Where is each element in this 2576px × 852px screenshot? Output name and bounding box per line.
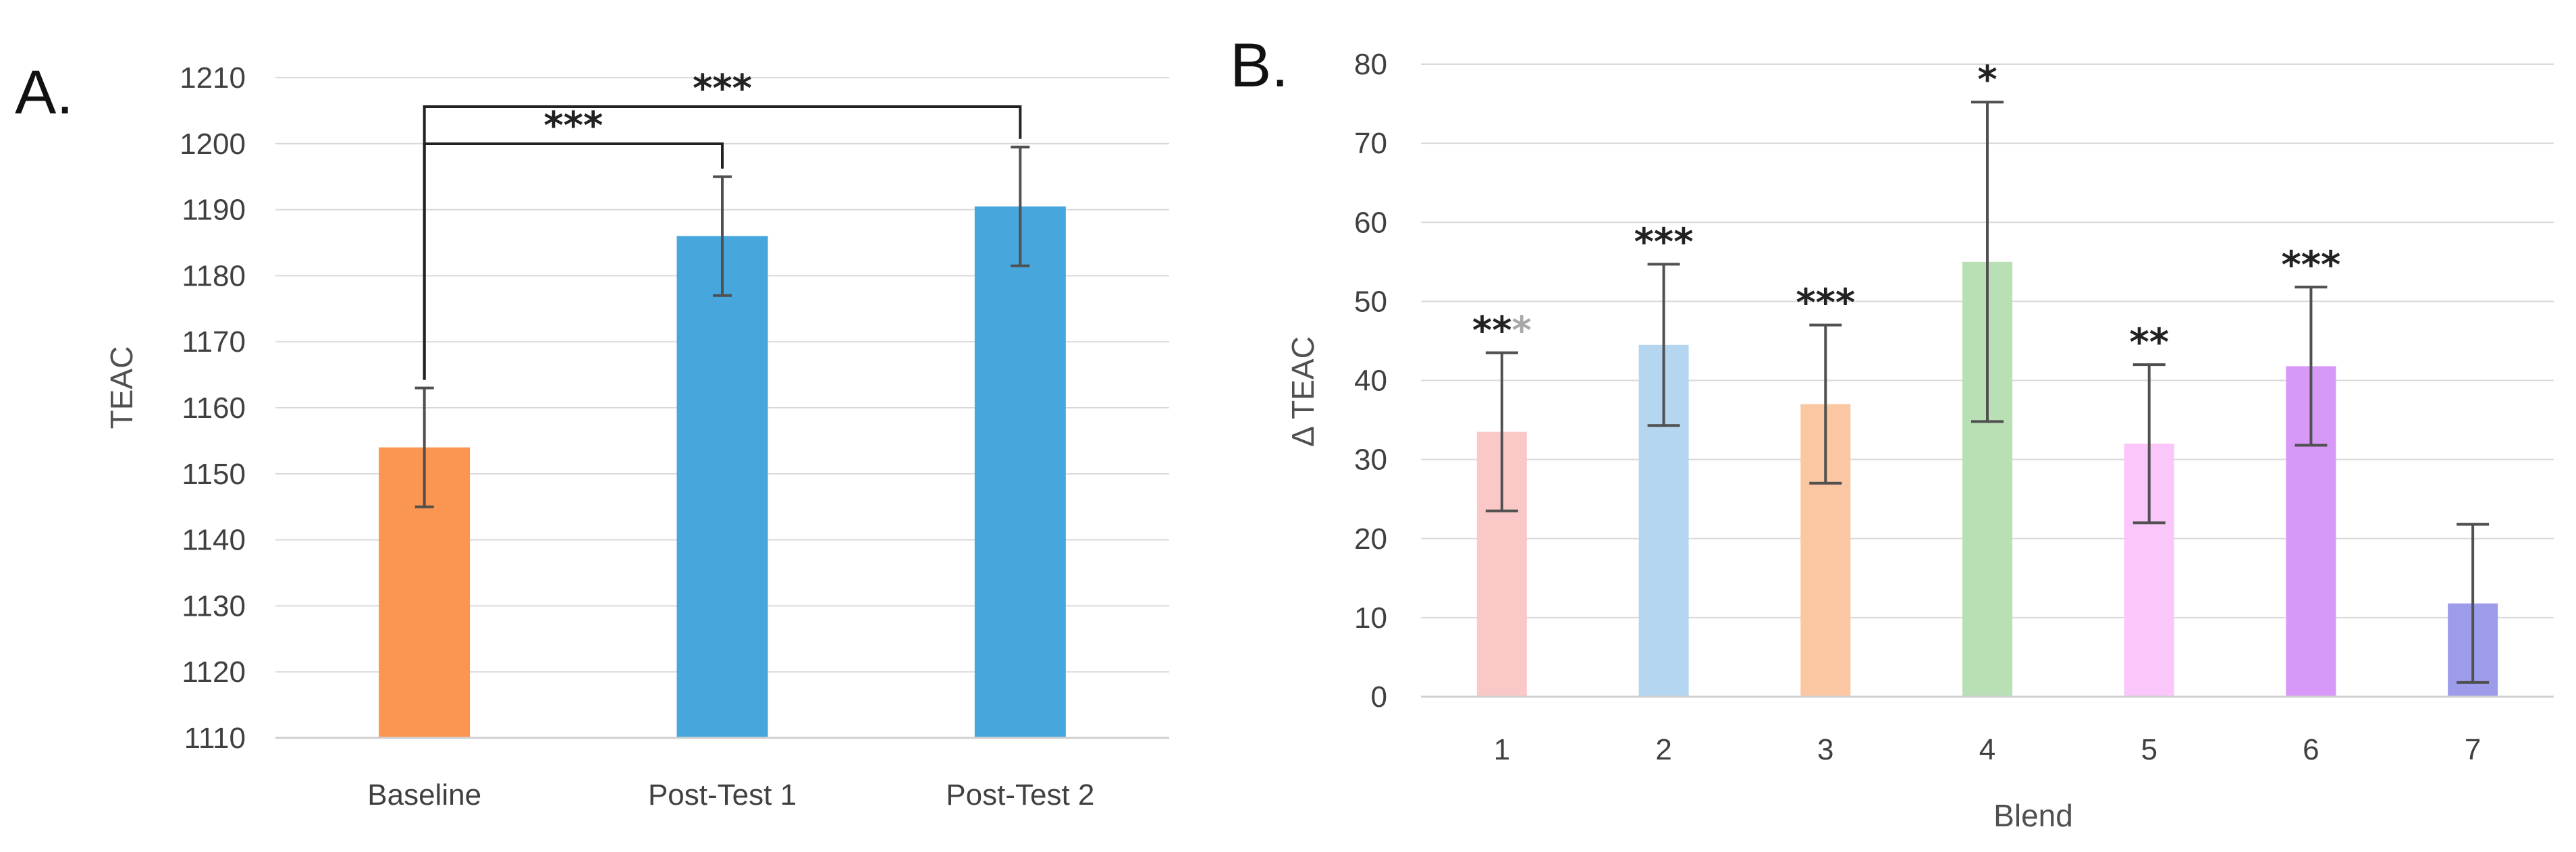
panel-b-y-tick-label: 70 [1354,127,1387,160]
panel-a-y-tick-label: 1160 [182,392,246,425]
panel-a-y-tick-label: 1150 [182,458,246,491]
panel-b-y-tick-label: 50 [1354,285,1387,318]
panel-b-y-tick-label: 80 [1354,48,1387,81]
significance-star: *** [2281,243,2340,287]
significance-bracket [423,105,1022,380]
significance-label: *** [2281,243,2340,287]
panel-a-y-tick-label: 1190 [182,194,246,227]
significance-label: ** [2129,321,2169,365]
panel-a-y-tick-label: 1200 [180,128,246,161]
significance-label: *** [693,67,752,111]
panel-a-y-tick-label: 1120 [182,656,246,689]
panel-a-bar [676,236,768,739]
panel-a-y-tick-label: 1140 [182,524,246,557]
panel-a-y-tick-label: 1170 [182,325,246,358]
panel-b-x-axis-title: Blend [1993,798,2073,833]
panel-b-y-tick-label: 0 [1371,681,1387,714]
panel-a-bar [974,206,1066,739]
panel-b-label: B. [1230,31,1289,100]
panel-b-y-axis-title: Δ TEAC [1285,336,1320,447]
significance-star: ** [2129,321,2169,365]
panel-b-x-tick-label: 2 [1655,733,1671,766]
panel-b-y-tick-label: 60 [1354,206,1387,239]
panel-b-x-tick-label: 4 [1979,733,1995,766]
significance-star: *** [1796,282,1855,325]
significance-star: ** [1472,309,1512,353]
panel-b-x-tick-label: 5 [2141,733,2157,766]
significance-star: * [1511,309,1531,353]
panel-a-y-tick-label: 1210 [180,61,246,95]
significance-label: *** [1796,282,1855,325]
panel-b-y-tick-label: 20 [1354,523,1387,556]
significance-star: * [1977,58,1997,102]
panel-b-chart: B. Δ TEAC Blend 0 10 20 30 40 50 60 70 80 1 2 3 4 5 6 7… [1230,31,2554,833]
significance-label: * [1977,58,1997,102]
significance-label: *** [543,104,603,148]
significance-star: *** [1634,220,1694,264]
significance-label: *** [1472,309,1532,353]
panel-a-x-tick-label: Baseline [367,778,481,811]
panel-b-y-tick-label: 40 [1354,365,1387,398]
panel-b-y-tick-label: 30 [1354,444,1387,477]
panel-a-label: A. [15,58,74,127]
panel-b-x-tick-label: 1 [1494,733,1510,766]
panel-a-chart: A. TEAC 1110 1120 1130 1140 1150 1160 1170 1180… [15,58,1169,811]
panel-b-y-tick-label: 10 [1354,602,1387,635]
panel-b-x-tick-label: 3 [1817,733,1833,766]
panel-a-y-axis-title: TEAC [104,346,139,429]
panel-b-x-tick-label: 7 [2465,733,2481,766]
panel-a-x-tick-label: Post-Test 2 [946,778,1094,811]
panel-a-y-tick-label: 1110 [184,722,246,755]
panel-a-y-tick-label: 1130 [182,589,246,622]
panel-b-x-tick-label: 6 [2303,733,2319,766]
panel-a-y-tick-label: 1180 [182,259,246,292]
panel-a-x-tick-label: Post-Test 1 [648,778,797,811]
significance-label: *** [1634,220,1694,264]
